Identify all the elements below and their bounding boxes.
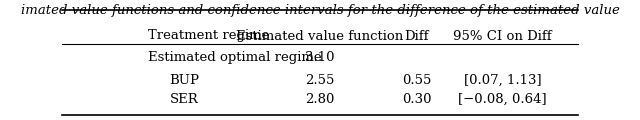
- Text: Estimated value function: Estimated value function: [236, 30, 404, 42]
- Text: 3.10: 3.10: [305, 51, 335, 64]
- Text: BUP: BUP: [170, 74, 200, 87]
- Text: 0.30: 0.30: [402, 93, 431, 106]
- Text: 2.55: 2.55: [305, 74, 335, 87]
- Text: Estimated optimal regime: Estimated optimal regime: [148, 51, 322, 64]
- Text: 0.55: 0.55: [402, 74, 431, 87]
- Text: SER: SER: [170, 93, 198, 106]
- Text: 2.80: 2.80: [305, 93, 335, 106]
- Text: Treatment regime: Treatment regime: [148, 30, 269, 42]
- Text: 95% CI on Diff: 95% CI on Diff: [453, 30, 552, 42]
- Text: [0.07, 1.13]: [0.07, 1.13]: [464, 74, 541, 87]
- Text: imated value functions and confidence intervals for the difference of the estima: imated value functions and confidence in…: [20, 4, 620, 17]
- Text: Diff: Diff: [404, 30, 429, 42]
- Text: [−0.08, 0.64]: [−0.08, 0.64]: [458, 93, 547, 106]
